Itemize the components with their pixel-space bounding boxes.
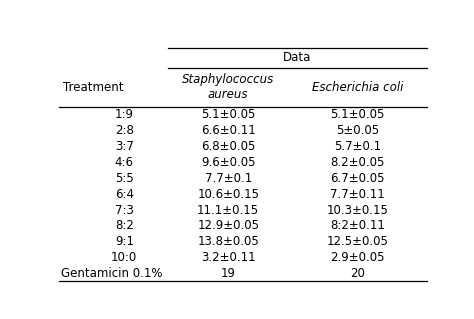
Text: 9:1: 9:1 (115, 235, 134, 248)
Text: 10.3±0.15: 10.3±0.15 (327, 204, 389, 217)
Text: 2:8: 2:8 (115, 124, 134, 137)
Text: 6.8±0.05: 6.8±0.05 (201, 140, 255, 153)
Text: 19: 19 (221, 267, 236, 280)
Text: 5±0.05: 5±0.05 (336, 124, 379, 137)
Text: 3.2±0.11: 3.2±0.11 (201, 251, 255, 264)
Text: 3:7: 3:7 (115, 140, 134, 153)
Text: 6.7±0.05: 6.7±0.05 (330, 172, 385, 185)
Text: 7:3: 7:3 (115, 204, 134, 217)
Text: 5:5: 5:5 (115, 172, 134, 185)
Text: 2.9±0.05: 2.9±0.05 (330, 251, 385, 264)
Text: Treatment: Treatment (63, 81, 123, 94)
Text: 6:4: 6:4 (115, 188, 134, 201)
Text: 7.7±0.1: 7.7±0.1 (205, 172, 252, 185)
Text: Escherichia coli: Escherichia coli (312, 81, 403, 94)
Text: 5.7±0.1: 5.7±0.1 (334, 140, 381, 153)
Text: 20: 20 (350, 267, 365, 280)
Text: 10:0: 10:0 (111, 251, 137, 264)
Text: 10.6±0.15: 10.6±0.15 (197, 188, 259, 201)
Text: 1:9: 1:9 (115, 108, 134, 122)
Text: 6.6±0.11: 6.6±0.11 (201, 124, 255, 137)
Text: Staphylococcus
aureus: Staphylococcus aureus (182, 73, 274, 101)
Text: 7.7±0.11: 7.7±0.11 (330, 188, 385, 201)
Text: 13.8±0.05: 13.8±0.05 (197, 235, 259, 248)
Text: 8:2: 8:2 (115, 219, 134, 233)
Text: 5.1±0.05: 5.1±0.05 (330, 108, 385, 122)
Text: 11.1±0.15: 11.1±0.15 (197, 204, 259, 217)
Text: Data: Data (283, 51, 311, 64)
Text: 9.6±0.05: 9.6±0.05 (201, 156, 255, 169)
Text: 8.2±0.05: 8.2±0.05 (330, 156, 385, 169)
Text: 8:2±0.11: 8:2±0.11 (330, 219, 385, 233)
Text: 5.1±0.05: 5.1±0.05 (201, 108, 255, 122)
Text: 12.9±0.05: 12.9±0.05 (197, 219, 259, 233)
Text: 12.5±0.05: 12.5±0.05 (327, 235, 389, 248)
Text: 4:6: 4:6 (115, 156, 134, 169)
Text: Gentamicin 0.1%: Gentamicin 0.1% (61, 267, 163, 280)
